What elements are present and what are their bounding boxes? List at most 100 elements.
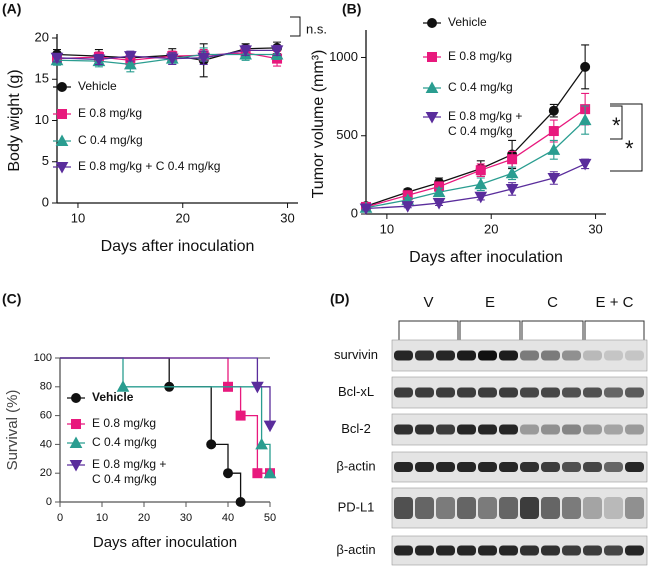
band (436, 462, 455, 472)
band (583, 350, 602, 361)
step-connector (60, 357, 229, 387)
y-tick-label: 0 (46, 496, 52, 508)
band (499, 497, 518, 519)
band (457, 387, 476, 398)
x-tick-label: 10 (380, 221, 394, 236)
band (583, 462, 602, 472)
legend-label: C 0.4 mg/kg (92, 435, 157, 449)
y-tick-label: 500 (336, 127, 358, 142)
y-tick-label: 60 (40, 410, 52, 422)
band (499, 545, 518, 556)
marker (124, 51, 137, 63)
row-label: β-actin (336, 542, 375, 557)
band (436, 424, 455, 435)
legend-label: E 0.8 mg/kg + C 0.4 mg/kg (92, 457, 166, 486)
marker (55, 134, 69, 146)
marker (71, 419, 81, 429)
marker (255, 437, 268, 450)
band (562, 424, 581, 435)
band (478, 462, 497, 472)
x-tick-label: 20 (138, 512, 150, 524)
band (394, 424, 413, 435)
row-label: Bcl-xL (338, 384, 374, 399)
band (604, 350, 623, 361)
band (562, 387, 581, 398)
band (541, 545, 560, 556)
y-tick-label: 80 (40, 381, 52, 393)
band (604, 387, 623, 398)
marker (475, 165, 486, 176)
marker (69, 436, 83, 448)
x-tick-label: 20 (484, 221, 498, 236)
bracket (610, 105, 623, 140)
group-label: E + C (596, 294, 634, 311)
band (478, 497, 497, 519)
x-axis-label: Days after inoculation (101, 238, 255, 255)
marker (548, 105, 559, 116)
blot-strip (391, 487, 648, 529)
legend-label: Vehicle (448, 15, 487, 29)
bracket (610, 103, 643, 172)
band (520, 387, 539, 398)
band (457, 424, 476, 435)
band (394, 497, 413, 519)
marker (165, 53, 179, 66)
marker (547, 143, 561, 155)
group-bracket (584, 320, 645, 343)
band (604, 462, 623, 472)
legend-label: Vehicle (78, 79, 117, 93)
panel-label: (D) (330, 291, 349, 307)
marker (474, 177, 488, 190)
y-axis-label: Tumor volume (mm³) (310, 50, 327, 199)
y-axis-label: Survival (%) (4, 390, 21, 471)
blot-strip (391, 413, 648, 446)
band (520, 424, 539, 435)
annotation: * (625, 136, 634, 161)
legend-label: E 0.8 mg/kg (92, 416, 156, 430)
group-label: C (547, 294, 558, 311)
marker (474, 191, 488, 204)
x-tick-label: 40 (222, 512, 234, 524)
band (541, 462, 560, 472)
band (562, 462, 581, 472)
marker (206, 439, 217, 450)
x-tick-label: 10 (71, 210, 85, 225)
band (625, 387, 644, 398)
band (625, 350, 644, 361)
marker (251, 381, 264, 394)
marker (401, 201, 415, 213)
band (394, 545, 413, 556)
marker (507, 154, 518, 165)
band (562, 497, 581, 519)
band (436, 497, 455, 519)
band (415, 387, 434, 398)
band (499, 462, 518, 472)
marker (505, 183, 519, 196)
marker (263, 466, 277, 479)
row-label: PD-L1 (338, 499, 375, 514)
band (625, 545, 644, 556)
y-tick-label: 1000 (329, 49, 358, 64)
band (520, 545, 539, 556)
marker (252, 468, 263, 479)
step-connector (211, 443, 229, 474)
x-axis-label: Days after inoculation (409, 249, 563, 266)
group-bracket (459, 320, 521, 343)
marker (427, 18, 437, 28)
y-tick-label: 5 (42, 153, 49, 168)
marker (116, 380, 130, 392)
row-label: Bcl-2 (341, 421, 371, 436)
band (625, 497, 644, 519)
x-tick-label: 10 (96, 512, 108, 524)
marker (69, 460, 83, 472)
marker (235, 410, 246, 421)
annotation: n.s. (306, 21, 327, 36)
band (394, 387, 413, 398)
band (436, 350, 455, 361)
marker (92, 54, 106, 66)
band (478, 387, 497, 398)
x-tick-label: 0 (57, 512, 63, 524)
marker (432, 185, 446, 198)
row-label: survivin (334, 347, 378, 362)
marker (578, 113, 592, 126)
